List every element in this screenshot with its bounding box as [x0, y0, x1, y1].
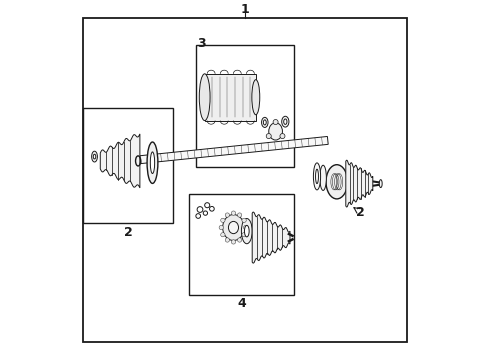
- Text: 4: 4: [237, 297, 246, 310]
- Ellipse shape: [284, 119, 287, 125]
- Ellipse shape: [316, 169, 318, 184]
- Ellipse shape: [252, 80, 260, 115]
- Ellipse shape: [147, 142, 158, 184]
- Ellipse shape: [242, 218, 246, 222]
- Polygon shape: [346, 160, 373, 207]
- Ellipse shape: [220, 218, 225, 222]
- Ellipse shape: [199, 74, 210, 121]
- Ellipse shape: [220, 233, 225, 237]
- Ellipse shape: [266, 134, 271, 139]
- Ellipse shape: [219, 225, 223, 230]
- Text: 3: 3: [197, 37, 205, 50]
- Text: 1: 1: [241, 3, 249, 15]
- Ellipse shape: [242, 219, 252, 244]
- Ellipse shape: [320, 165, 326, 190]
- Ellipse shape: [231, 211, 236, 215]
- Text: 2: 2: [356, 206, 365, 219]
- Ellipse shape: [314, 163, 320, 190]
- Ellipse shape: [262, 117, 268, 127]
- Ellipse shape: [245, 225, 249, 237]
- Ellipse shape: [228, 221, 239, 234]
- Ellipse shape: [242, 233, 246, 237]
- Ellipse shape: [225, 213, 229, 217]
- Polygon shape: [100, 134, 140, 188]
- Polygon shape: [135, 136, 328, 164]
- Polygon shape: [205, 74, 256, 121]
- Polygon shape: [252, 212, 290, 263]
- Ellipse shape: [238, 238, 242, 242]
- Ellipse shape: [92, 151, 98, 162]
- Ellipse shape: [238, 213, 242, 217]
- Text: 2: 2: [123, 226, 132, 239]
- Ellipse shape: [225, 238, 229, 242]
- Ellipse shape: [244, 225, 248, 230]
- Ellipse shape: [326, 165, 347, 199]
- Ellipse shape: [269, 123, 282, 140]
- Ellipse shape: [379, 180, 382, 188]
- Ellipse shape: [150, 152, 155, 174]
- Ellipse shape: [282, 116, 289, 127]
- Ellipse shape: [273, 120, 278, 125]
- Ellipse shape: [231, 240, 236, 244]
- Ellipse shape: [263, 120, 266, 125]
- Ellipse shape: [222, 215, 245, 240]
- Ellipse shape: [280, 134, 285, 139]
- Ellipse shape: [93, 154, 96, 159]
